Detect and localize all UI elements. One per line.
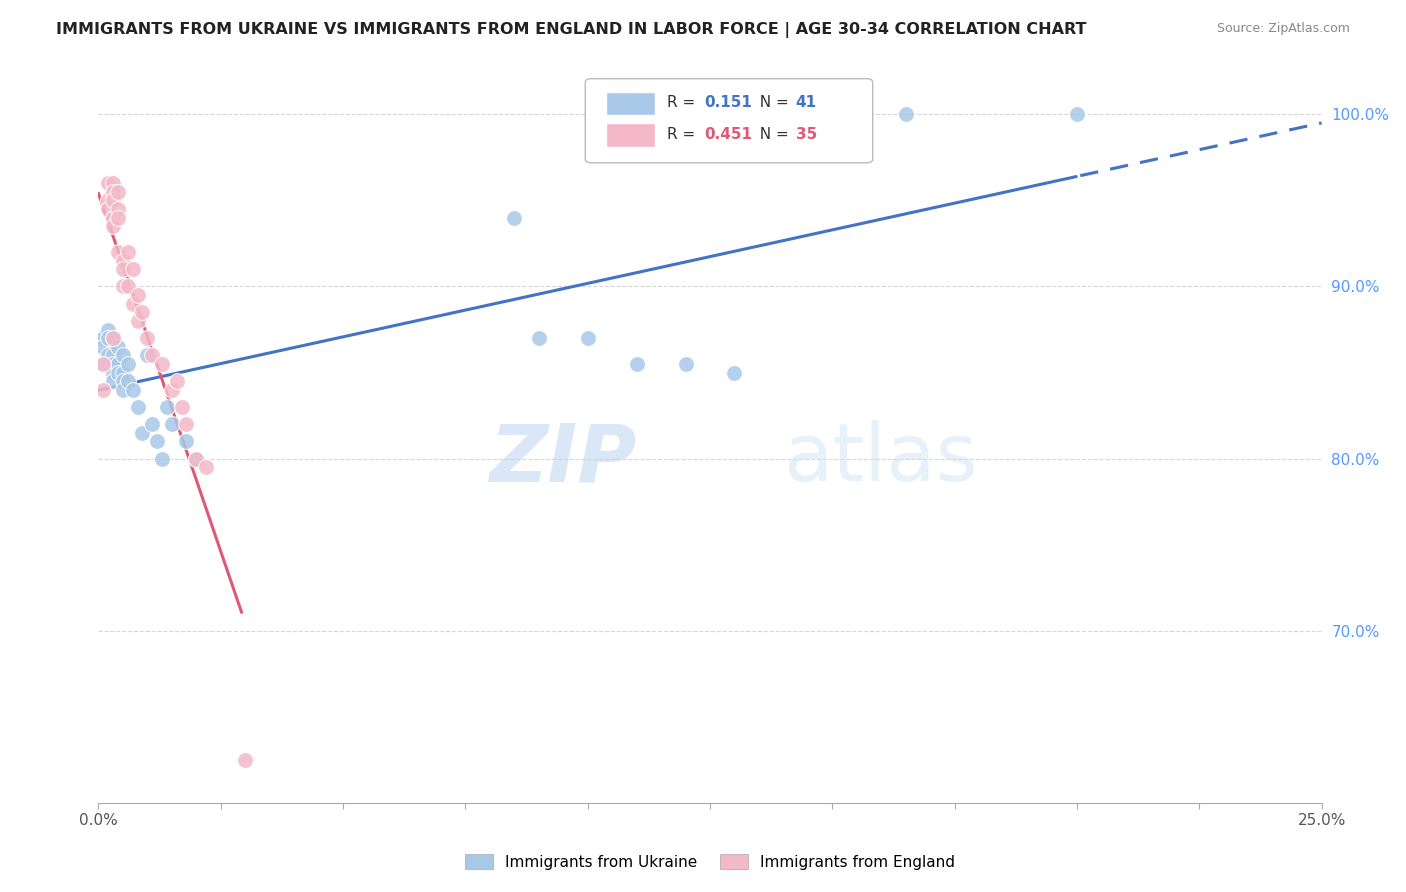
Point bbox=[101, 211, 124, 225]
Text: R =: R = bbox=[668, 128, 700, 143]
Point bbox=[121, 296, 143, 310]
Point bbox=[101, 331, 124, 345]
Point bbox=[121, 383, 143, 397]
Legend: Immigrants from Ukraine, Immigrants from England: Immigrants from Ukraine, Immigrants from… bbox=[460, 847, 960, 876]
Point bbox=[527, 331, 550, 345]
Point bbox=[723, 366, 745, 380]
Text: R =: R = bbox=[668, 95, 700, 111]
Point bbox=[107, 340, 129, 354]
Text: N =: N = bbox=[751, 95, 794, 111]
Point bbox=[136, 331, 159, 345]
Text: ZIP: ZIP bbox=[489, 420, 637, 498]
Text: Source: ZipAtlas.com: Source: ZipAtlas.com bbox=[1216, 22, 1350, 36]
Point bbox=[101, 331, 124, 345]
Point bbox=[101, 219, 124, 234]
Point bbox=[91, 357, 114, 371]
Point bbox=[146, 434, 169, 449]
Point bbox=[894, 107, 917, 121]
Point bbox=[107, 357, 129, 371]
Point bbox=[176, 417, 198, 432]
Point bbox=[97, 194, 120, 208]
Point bbox=[91, 331, 114, 345]
Point bbox=[150, 451, 173, 466]
Text: IMMIGRANTS FROM UKRAINE VS IMMIGRANTS FROM ENGLAND IN LABOR FORCE | AGE 30-34 CO: IMMIGRANTS FROM UKRAINE VS IMMIGRANTS FR… bbox=[56, 22, 1087, 38]
FancyBboxPatch shape bbox=[606, 92, 655, 115]
Point bbox=[503, 211, 526, 225]
Point bbox=[101, 194, 124, 208]
Point bbox=[675, 357, 697, 371]
Point bbox=[111, 279, 134, 293]
Point bbox=[576, 331, 599, 345]
Point bbox=[121, 262, 143, 277]
Point bbox=[111, 374, 134, 388]
Point bbox=[97, 348, 120, 362]
Point bbox=[127, 400, 149, 414]
Point bbox=[101, 357, 124, 371]
Point bbox=[141, 348, 163, 362]
Point bbox=[101, 366, 124, 380]
Point bbox=[1066, 107, 1088, 121]
Point bbox=[141, 417, 163, 432]
Point bbox=[127, 288, 149, 302]
Point bbox=[97, 322, 120, 336]
Point bbox=[111, 383, 134, 397]
Point bbox=[101, 374, 124, 388]
Point bbox=[233, 753, 256, 767]
Point bbox=[160, 383, 183, 397]
Point bbox=[170, 400, 193, 414]
Point bbox=[111, 253, 134, 268]
Point bbox=[91, 357, 114, 371]
Point bbox=[107, 211, 129, 225]
Point bbox=[101, 176, 124, 190]
Point bbox=[186, 451, 208, 466]
Point bbox=[131, 425, 153, 440]
Point bbox=[821, 107, 844, 121]
Point bbox=[186, 451, 208, 466]
Point bbox=[117, 357, 139, 371]
FancyBboxPatch shape bbox=[606, 123, 655, 146]
Text: 0.451: 0.451 bbox=[704, 128, 752, 143]
Point bbox=[626, 357, 648, 371]
Text: N =: N = bbox=[751, 128, 794, 143]
Point bbox=[117, 245, 139, 260]
Text: 0.151: 0.151 bbox=[704, 95, 752, 111]
Point bbox=[97, 176, 120, 190]
Point bbox=[101, 185, 124, 199]
Point bbox=[111, 348, 134, 362]
Point bbox=[107, 202, 129, 216]
Point bbox=[97, 331, 120, 345]
Point bbox=[107, 245, 129, 260]
Point bbox=[117, 374, 139, 388]
Point bbox=[195, 460, 218, 475]
Point bbox=[136, 348, 159, 362]
Text: 35: 35 bbox=[796, 128, 817, 143]
FancyBboxPatch shape bbox=[585, 78, 873, 162]
Point bbox=[111, 366, 134, 380]
Text: atlas: atlas bbox=[783, 420, 977, 498]
Point bbox=[166, 374, 188, 388]
Point bbox=[160, 417, 183, 432]
Point bbox=[156, 400, 179, 414]
Point bbox=[101, 348, 124, 362]
Point bbox=[127, 314, 149, 328]
Point bbox=[176, 434, 198, 449]
Point bbox=[97, 357, 120, 371]
Point bbox=[107, 185, 129, 199]
Point bbox=[91, 340, 114, 354]
Point bbox=[107, 366, 129, 380]
Point bbox=[111, 262, 134, 277]
Point bbox=[150, 357, 173, 371]
Text: 41: 41 bbox=[796, 95, 817, 111]
Point bbox=[131, 305, 153, 319]
Point bbox=[97, 202, 120, 216]
Point bbox=[91, 383, 114, 397]
Point bbox=[117, 279, 139, 293]
